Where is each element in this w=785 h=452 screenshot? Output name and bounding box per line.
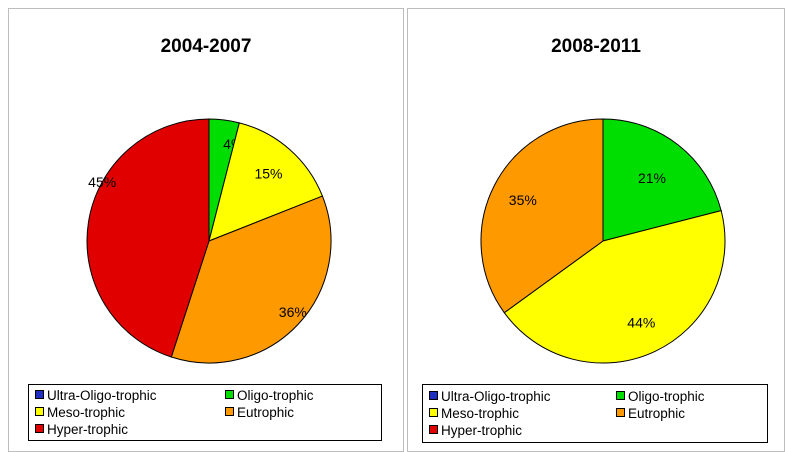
legend-item-hyper-trophic: Hyper-trophic (35, 422, 128, 438)
legend-label: Oligo-trophic (237, 388, 314, 403)
legend: Ultra-Oligo-trophic Oligo-trophic Meso-t… (28, 384, 382, 441)
pie-chart: 4%15%36%45% (86, 118, 332, 364)
legend-label: Hyper-trophic (441, 423, 523, 438)
pie-slice-meso-trophic (208, 122, 324, 242)
chart-panel-2004-2007: 2004-2007 4% 15% 36% 45% Ultra-Oligo-trophi… (8, 8, 404, 452)
legend-swatch (35, 390, 44, 399)
legend-item-meso-trophic: Meso-trophic (429, 406, 519, 422)
data-label-oligo-trophic: 21% (638, 170, 666, 186)
legend-item-ultra-oligo-trophic: Ultra-Oligo-trophic (35, 388, 157, 404)
pie-slice-meso-trophic (503, 210, 726, 364)
data-label-eutrophic: 36% (279, 304, 307, 320)
legend-label: Ultra-Oligo-trophic (441, 389, 551, 404)
data-label-eutrophic: 35% (509, 192, 537, 208)
legend-item-oligo-trophic: Oligo-trophic (225, 388, 314, 404)
chart-title: 2008-2011 (551, 36, 641, 57)
legend-item-eutrophic: Eutrophic (616, 406, 685, 422)
pie-slice-eutrophic (170, 195, 332, 364)
pie-slice-eutrophic (480, 118, 604, 314)
legend-label: Eutrophic (237, 405, 295, 420)
legend-swatch (35, 407, 44, 416)
legend-swatch (429, 391, 438, 400)
legend-label: Eutrophic (628, 406, 686, 421)
legend-swatch (429, 408, 438, 417)
legend: Ultra-Oligo-trophic Oligo-trophic Meso-t… (422, 384, 768, 443)
data-label-meso-trophic: 15% (254, 166, 282, 182)
legend-label: Meso-trophic (47, 405, 126, 420)
data-label-hyper-trophic: 45% (88, 174, 116, 190)
legend-swatch (616, 408, 625, 417)
chart-title: 2004-2007 (160, 36, 252, 57)
pie-slice-oligo-trophic (602, 118, 722, 242)
legend-item-oligo-trophic: Oligo-trophic (616, 389, 705, 405)
legend-swatch (616, 391, 625, 400)
legend-swatch (225, 407, 234, 416)
legend-label: Hyper-trophic (47, 422, 129, 437)
legend-item-eutrophic: Eutrophic (225, 405, 294, 421)
legend-label: Oligo-trophic (628, 389, 705, 404)
legend-item-ultra-oligo-trophic: Ultra-Oligo-trophic (429, 389, 551, 405)
pie-chart: 21% 44% 35% (480, 118, 726, 364)
legend-label: Meso-trophic (441, 406, 520, 421)
legend-swatch (429, 425, 438, 434)
legend-label: Ultra-Oligo-trophic (47, 388, 157, 403)
legend-swatch (35, 424, 44, 433)
data-label-meso-trophic: 44% (627, 314, 655, 330)
chart-panel-2008-2011: 2008-2011 21% 44% 35% Ultra-Oligo-trophic … (407, 8, 785, 452)
legend-item-hyper-trophic: Hyper-trophic (429, 423, 522, 439)
pie-slice-hyper-trophic (86, 118, 210, 358)
legend-swatch (225, 390, 234, 399)
legend-item-meso-trophic: Meso-trophic (35, 405, 125, 421)
